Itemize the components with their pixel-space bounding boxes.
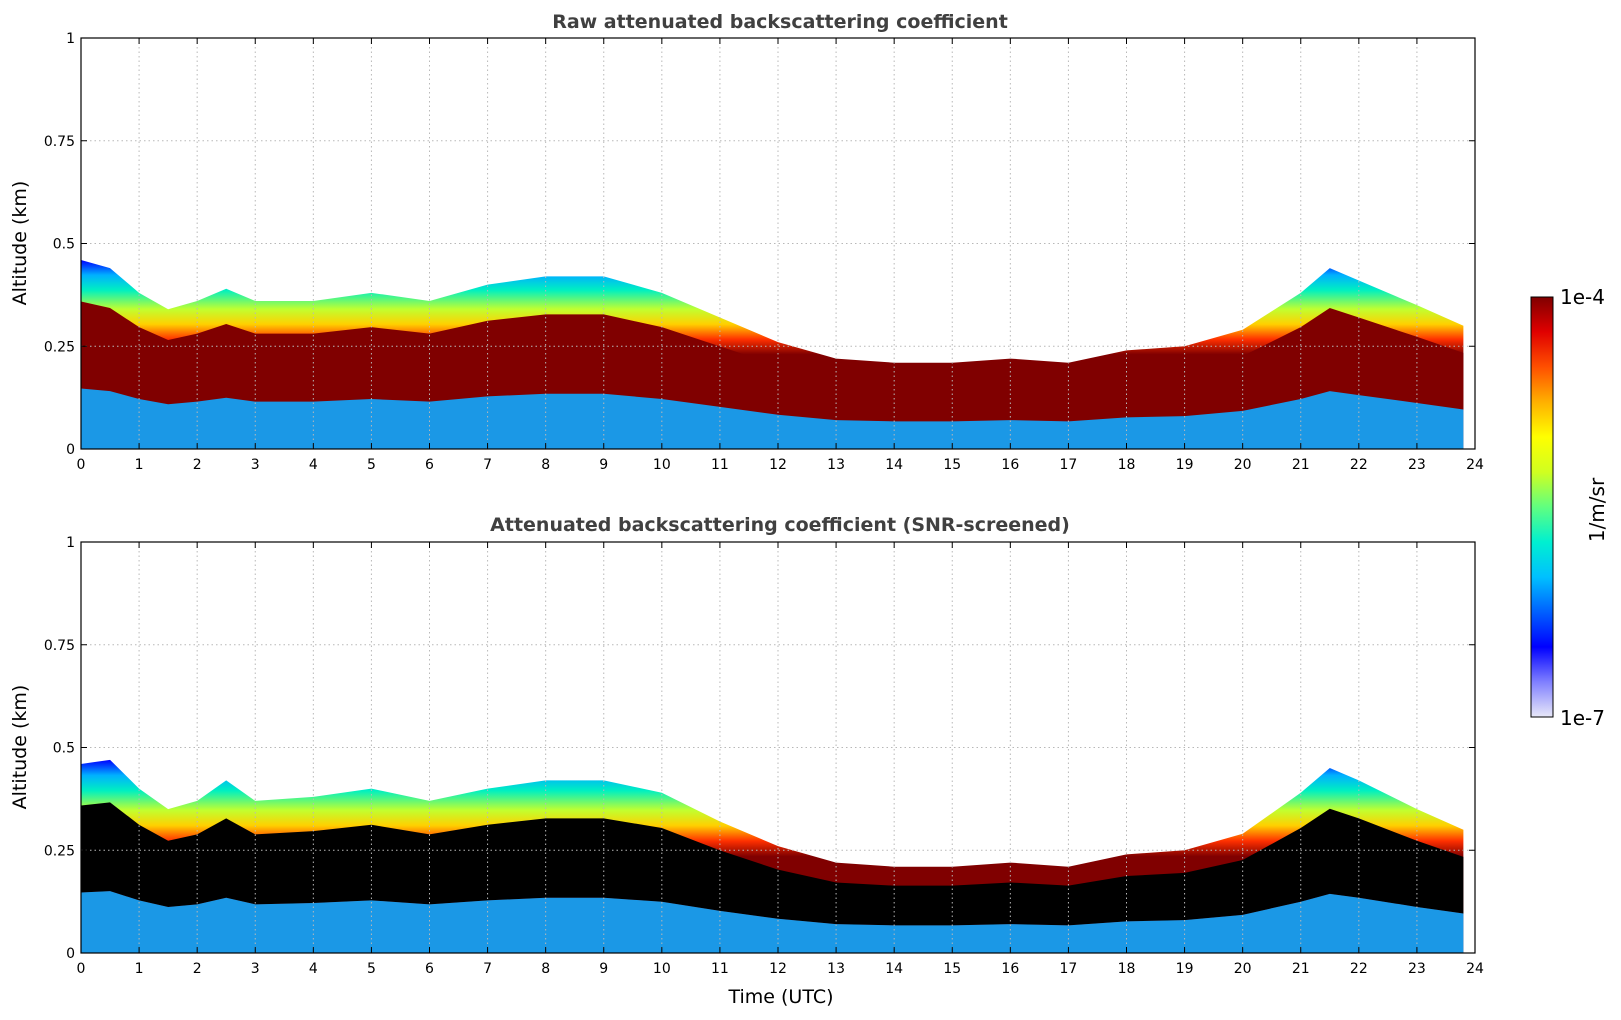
x-tick-label: 12 <box>769 961 787 977</box>
saturated-layer <box>81 802 1464 926</box>
x-tick-label: 19 <box>1176 457 1194 473</box>
panel-screened-title: Attenuated backscattering coefficient (S… <box>490 514 1070 536</box>
saturated-layer <box>81 301 1464 422</box>
x-tick-label: 14 <box>885 961 903 977</box>
x-tick-label: 18 <box>1118 961 1136 977</box>
near-surface-layer <box>81 388 1464 449</box>
x-tick-label: 1 <box>135 961 144 977</box>
near-surface-layer <box>81 891 1464 953</box>
x-tick-label: 8 <box>541 961 550 977</box>
colorbar-unit-label: 1/m/sr <box>1585 477 1609 542</box>
x-tick-label: 0 <box>77 457 86 473</box>
x-tick-label: 15 <box>943 961 961 977</box>
x-tick-label: 8 <box>541 457 550 473</box>
y-tick-label: 1 <box>66 31 75 47</box>
x-tick-label: 0 <box>77 961 86 977</box>
panel-screened: Attenuated backscattering coefficient (S… <box>9 514 1484 1008</box>
x-tick-label: 6 <box>425 961 434 977</box>
x-tick-label: 11 <box>711 457 729 473</box>
x-tick-label: 10 <box>653 457 671 473</box>
x-tick-label: 20 <box>1234 457 1252 473</box>
y-tick-label: 0.25 <box>44 339 75 355</box>
x-tick-label: 6 <box>425 457 434 473</box>
x-tick-label: 22 <box>1350 961 1368 977</box>
colorbar-max-label: 1e-4 <box>1560 285 1605 309</box>
panel-screened-plot: 0 1 2 3 4 5 6 7 8 9 10 11 12 13 14 15 16 17 18 19 20 21 22 23 24… <box>44 535 1484 977</box>
x-tick-label: 20 <box>1234 961 1252 977</box>
y-ticks: 0 0.25 0.5 0.75 1 <box>44 535 1475 962</box>
colorbar-min-label: 1e-7 <box>1560 706 1605 730</box>
y-tick-label: 0.25 <box>44 843 75 859</box>
x-tick-label: 3 <box>251 457 260 473</box>
x-tick-label: 5 <box>367 961 376 977</box>
grid <box>81 542 1475 953</box>
x-tick-label: 21 <box>1292 961 1310 977</box>
x-tick-label: 2 <box>193 457 202 473</box>
x-tick-label: 10 <box>653 961 671 977</box>
x-tick-label: 16 <box>1001 457 1019 473</box>
x-ticks: 0 1 2 3 4 5 6 7 8 9 10 11 12 13 14 15 16 17 18 19 20 21 22 23 24 <box>77 542 1484 977</box>
panel-screened-xlabel: Time (UTC) <box>727 986 833 1008</box>
x-tick-label: 13 <box>827 961 845 977</box>
x-tick-label: 22 <box>1350 457 1368 473</box>
x-tick-label: 7 <box>483 457 492 473</box>
x-tick-label: 17 <box>1060 457 1078 473</box>
x-tick-label: 14 <box>885 457 903 473</box>
y-tick-label: 0.5 <box>53 741 75 757</box>
heatmap-field <box>81 259 1464 449</box>
x-tick-label: 12 <box>769 457 787 473</box>
x-tick-label: 7 <box>483 961 492 977</box>
y-tick-label: 0 <box>66 442 75 458</box>
x-ticks: 0 1 2 3 4 5 6 7 8 9 10 11 12 13 14 15 16 17 18 19 20 21 22 23 24 <box>77 38 1484 473</box>
x-tick-label: 9 <box>599 961 608 977</box>
x-tick-label: 21 <box>1292 457 1310 473</box>
x-tick-label: 13 <box>827 457 845 473</box>
x-tick-label: 17 <box>1060 961 1078 977</box>
x-tick-label: 4 <box>309 961 318 977</box>
y-tick-label: 1 <box>66 535 75 551</box>
panel-raw-ylabel: Altitude (km) <box>9 181 31 306</box>
x-tick-label: 23 <box>1408 457 1426 473</box>
y-ticks: 0 0.25 0.5 0.75 1 <box>44 31 1475 458</box>
x-tick-label: 3 <box>251 961 260 977</box>
x-tick-label: 24 <box>1466 457 1484 473</box>
y-tick-label: 0.75 <box>44 638 75 654</box>
colorbar: 1e-4 1e-7 1/m/sr <box>1530 285 1609 730</box>
y-tick-label: 0.75 <box>44 134 75 150</box>
x-tick-label: 24 <box>1466 961 1484 977</box>
x-tick-label: 1 <box>135 457 144 473</box>
x-tick-label: 23 <box>1408 961 1426 977</box>
panel-raw: Raw attenuated backscattering coefficien… <box>9 11 1484 473</box>
panel-screened-ylabel: Altitude (km) <box>9 685 31 810</box>
x-tick-label: 11 <box>711 961 729 977</box>
panel-raw-plot: 0 1 2 3 4 5 6 7 8 9 10 11 12 13 14 15 16 17 18 19 20 21 22 23 24… <box>44 31 1484 473</box>
x-tick-label: 2 <box>193 961 202 977</box>
y-tick-label: 0.5 <box>53 237 75 253</box>
x-tick-label: 5 <box>367 457 376 473</box>
x-tick-label: 9 <box>599 457 608 473</box>
colorbar-gradient <box>1530 296 1554 718</box>
y-tick-label: 0 <box>66 946 75 962</box>
grid <box>81 38 1475 449</box>
x-tick-label: 19 <box>1176 961 1194 977</box>
x-tick-label: 4 <box>309 457 318 473</box>
x-tick-label: 16 <box>1001 961 1019 977</box>
panel-raw-title: Raw attenuated backscattering coefficien… <box>552 11 1008 33</box>
heatmap-field <box>81 759 1464 953</box>
x-tick-label: 15 <box>943 457 961 473</box>
x-tick-label: 18 <box>1118 457 1136 473</box>
